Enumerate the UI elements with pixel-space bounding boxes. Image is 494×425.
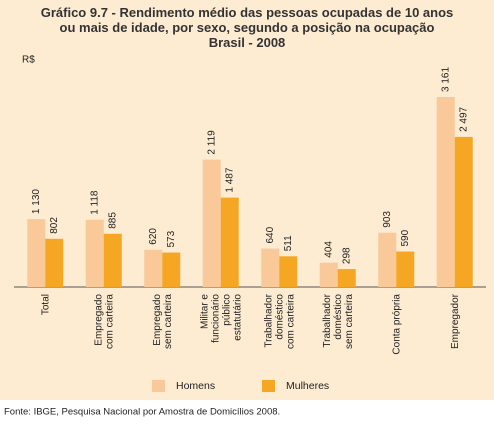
x-tick-label: Trabalhadordomésticosem carteira bbox=[321, 293, 354, 349]
bar bbox=[261, 248, 280, 287]
value-label: 573 bbox=[166, 230, 177, 247]
value-label: 2 497 bbox=[458, 106, 469, 131]
legend-swatch bbox=[152, 380, 165, 392]
bar bbox=[27, 219, 46, 287]
bar bbox=[436, 97, 455, 287]
bar bbox=[45, 238, 64, 287]
y-axis-label: R$ bbox=[22, 55, 35, 66]
source-note: Fonte: IBGE, Pesquisa Nacional por Amost… bbox=[4, 407, 280, 418]
bar bbox=[279, 256, 298, 287]
chart-title: Gráfico 9.7 - Rendimento médio das pesso… bbox=[41, 5, 454, 50]
bar bbox=[144, 249, 163, 287]
legend-label: Mulheres bbox=[286, 380, 329, 392]
value-label: 298 bbox=[341, 247, 352, 264]
value-label: 640 bbox=[265, 226, 276, 243]
value-label: 1 487 bbox=[224, 167, 235, 192]
bar bbox=[202, 159, 221, 287]
bar bbox=[319, 262, 338, 287]
legend-swatch bbox=[262, 380, 275, 392]
value-label: 903 bbox=[382, 211, 393, 228]
bar bbox=[337, 269, 356, 287]
x-tick-label: Trabalhadordomésticocom carteira bbox=[263, 293, 296, 349]
x-tick-label: Empregadocom carteira bbox=[93, 294, 115, 349]
value-label: 802 bbox=[49, 217, 60, 234]
x-tick-label: Total bbox=[40, 294, 51, 315]
value-label: 2 119 bbox=[206, 130, 217, 155]
bar bbox=[85, 219, 104, 287]
value-label: 1 130 bbox=[31, 189, 42, 214]
value-label: 590 bbox=[400, 229, 411, 246]
value-label: 885 bbox=[107, 212, 118, 229]
x-tick-label: Empregador bbox=[449, 293, 460, 349]
x-tick-label: Conta própria bbox=[391, 294, 402, 355]
value-label: 1 118 bbox=[89, 190, 100, 215]
legend-label: Homens bbox=[176, 380, 215, 392]
value-label: 511 bbox=[283, 235, 294, 251]
value-label: 3 161 bbox=[440, 67, 451, 92]
x-tick-label: Empregadosem carteira bbox=[151, 294, 173, 349]
bar bbox=[103, 233, 122, 287]
x-tick-label: Militar efuncionáriopúblicoestatutário bbox=[199, 294, 243, 343]
bar bbox=[220, 197, 239, 287]
bar bbox=[396, 251, 415, 287]
bar bbox=[378, 232, 397, 287]
bar bbox=[454, 136, 473, 287]
value-label: 620 bbox=[148, 228, 159, 245]
bar bbox=[162, 252, 181, 287]
value-label: 404 bbox=[323, 241, 334, 258]
chart-background bbox=[0, 0, 494, 400]
